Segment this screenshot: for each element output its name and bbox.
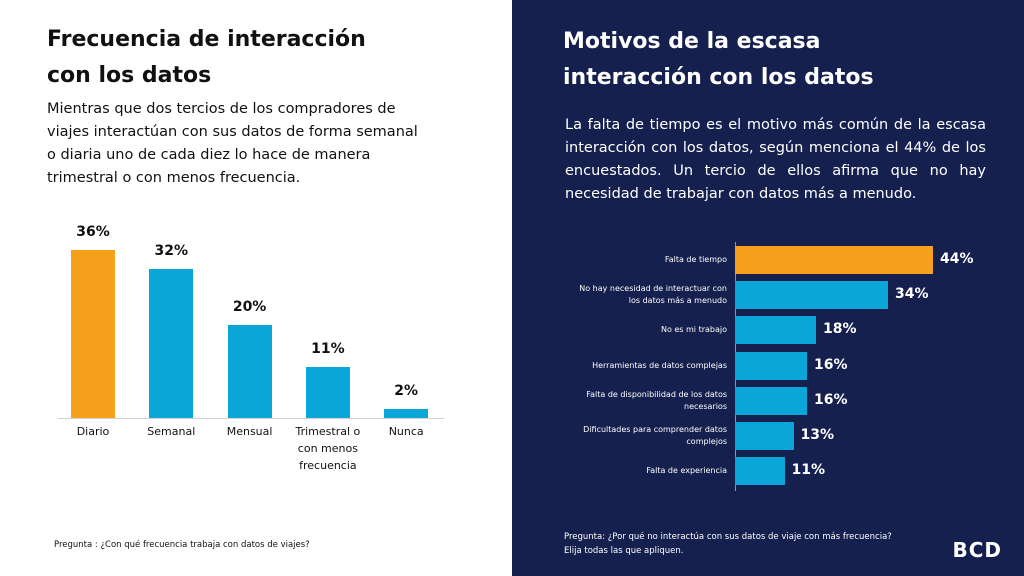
- chart-subtitle: La falta de tiempo es el motivo más comú…: [565, 117, 986, 202]
- y-tick-label: Dificultades para comprender datos compl…: [583, 425, 727, 446]
- value-label: 13%: [800, 427, 835, 443]
- value-label: 18%: [823, 321, 857, 338]
- value-label: 16%: [814, 356, 848, 373]
- chart-title: Frecuencia de interacción con los datos: [47, 27, 366, 88]
- footnote: Pregunta: ¿Por qué no interactúa con sus…: [564, 532, 892, 556]
- x-tick-label: Mensual: [226, 425, 273, 438]
- y-tick-label: Falta de tiempo: [664, 255, 727, 264]
- x-tick-label: Trimestral o con menos frecuencia: [295, 425, 361, 472]
- value-label: 16%: [814, 391, 848, 408]
- bar: [735, 316, 816, 345]
- value-label: 44%: [940, 251, 974, 267]
- value-label: 34%: [895, 286, 929, 303]
- value-label: 11%: [791, 462, 826, 479]
- y-tick-label: No hay necesidad de interactuar con los …: [579, 284, 727, 306]
- bar: [735, 386, 807, 415]
- value-label: 11%: [311, 340, 345, 357]
- bar: [735, 457, 785, 486]
- logo: BCD: [952, 538, 1002, 562]
- bar: [305, 366, 350, 418]
- y-tick-label: Falta de disponibilidad de los datos nec…: [586, 389, 727, 411]
- left-panel: Frecuencia de interacción con los datos …: [47, 27, 444, 550]
- x-tick-label: Diario: [76, 425, 110, 438]
- bar: [735, 246, 933, 274]
- y-tick-label: Falta de experiencia: [646, 466, 727, 476]
- baseline: [58, 418, 444, 419]
- bar: [735, 281, 888, 310]
- value-label: 36%: [76, 223, 110, 240]
- y-tick-label: No es mi trabajo: [660, 325, 727, 335]
- bar: [735, 351, 807, 380]
- bar: [71, 249, 115, 418]
- y-tick-label: Herramientas de datos complejas: [592, 360, 727, 370]
- bar: [735, 422, 794, 450]
- chart-subtitle: Mientras que dos tercios de los comprado…: [47, 101, 418, 186]
- value-label: 2%: [394, 382, 419, 399]
- x-tick-label: Semanal: [147, 425, 196, 438]
- x-tick-label: Nunca: [388, 425, 424, 438]
- bar: [384, 408, 429, 418]
- value-label: 32%: [154, 242, 189, 259]
- bar: [149, 268, 194, 418]
- value-label: 20%: [232, 298, 267, 315]
- right-panel: Motivos de la escasa interacción con los…: [512, 0, 1024, 576]
- bar: [227, 324, 272, 418]
- chart-title: Motivos de la escasa interacción con los…: [563, 29, 874, 90]
- footnote: Pregunta : ¿Con qué frecuencia trabaja c…: [54, 540, 310, 550]
